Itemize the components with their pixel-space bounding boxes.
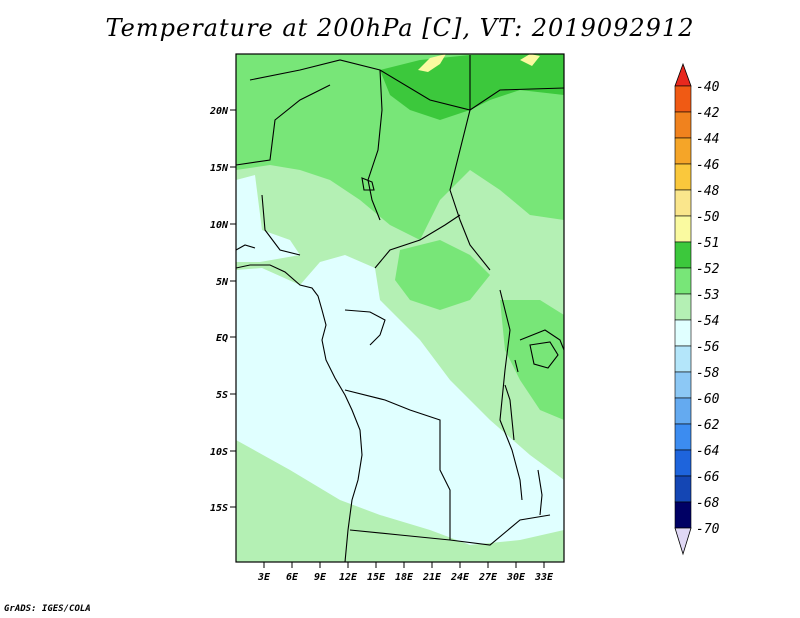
colorbar-label-11: -56 xyxy=(696,340,720,355)
colorbar-segment-3 xyxy=(674,137,692,165)
colorbar-top-arrow xyxy=(674,62,692,87)
colorbar-segment-10 xyxy=(674,319,692,347)
colorbar-segment-16 xyxy=(674,475,692,503)
colorbar-segment-13 xyxy=(674,397,692,425)
coastline-west xyxy=(236,264,363,562)
colorbar-label-1: -40 xyxy=(696,80,720,95)
colorbar-label-8: -52 xyxy=(696,262,720,277)
colorbar-bottom-arrow xyxy=(674,527,692,556)
lon-label-24e: 24E xyxy=(450,572,470,583)
colorbar-segment-9 xyxy=(674,293,692,321)
colorbar-segment-15 xyxy=(674,449,692,477)
lat-label-eq: EQ xyxy=(216,333,228,344)
colorbar-label-6: -50 xyxy=(696,210,720,225)
colorbar-label-18: -70 xyxy=(696,522,720,537)
colorbar-segment-17 xyxy=(674,501,692,529)
colorbar-label-7: -51 xyxy=(696,236,719,251)
lat-label-5n: 5N xyxy=(216,277,229,288)
lat-label-10n: 10N xyxy=(210,220,229,231)
border-north-2 xyxy=(449,55,491,271)
lake-victoria xyxy=(529,341,559,369)
field-ocean-cold-2 xyxy=(236,175,300,262)
border-north-1 xyxy=(367,69,383,221)
colorbar-label-12: -58 xyxy=(696,366,720,381)
border-east-1 xyxy=(499,289,523,501)
lat-label-15n: 15N xyxy=(210,163,229,174)
lat-label-5s: 5S xyxy=(216,390,228,401)
lake-tanganyika xyxy=(504,384,515,441)
map-frame xyxy=(235,53,565,563)
grads-credit: GrADS: IGES/COLA xyxy=(4,604,91,614)
temperature-field xyxy=(236,54,564,562)
colorbar-segment-11 xyxy=(674,345,692,373)
lat-label-15s: 15S xyxy=(210,503,228,514)
colorbar-segment-7 xyxy=(674,241,692,269)
lon-label-18e: 18E xyxy=(395,572,414,583)
field-warm-central xyxy=(395,240,490,310)
colorbar-label-9: -53 xyxy=(696,288,719,303)
lat-label-20n: 20N xyxy=(209,106,229,117)
lon-axis: 3E 6E 9E 12E 15E 18E 21E 24E 27E 30E 33E xyxy=(257,562,554,583)
map-title: Temperature at 200hPa [C], VT: 201909291… xyxy=(105,14,695,42)
border-central-2 xyxy=(344,309,386,346)
colorbar-segment-8 xyxy=(674,267,692,295)
lake-malawi xyxy=(537,469,543,516)
colorbar-segment-12 xyxy=(674,371,692,399)
colorbar-label-3: -44 xyxy=(696,132,719,147)
border-west-1 xyxy=(236,84,331,166)
lon-label-27e: 27E xyxy=(478,572,498,583)
lon-label-12e: 12E xyxy=(339,572,358,583)
border-west-2 xyxy=(261,194,301,256)
coast-gulf xyxy=(236,244,256,251)
field-warmest-spot-2 xyxy=(520,54,540,66)
border-sahara xyxy=(249,59,564,111)
lon-label-3e: 3E xyxy=(257,572,271,583)
border-central-3 xyxy=(344,389,451,540)
lat-axis: 20N 15N 10N 5N EQ 5S 10S 15S xyxy=(209,106,236,514)
colorbar-label-2: -42 xyxy=(696,106,720,121)
field-warmest-spot xyxy=(418,54,446,72)
colorbar-label-4: -46 xyxy=(696,158,720,173)
field-mid-south xyxy=(236,440,564,562)
colorbar-label-5: -48 xyxy=(696,184,720,199)
border-south xyxy=(349,514,551,546)
colorbar-label-17: -68 xyxy=(696,496,720,511)
lon-label-30e: 30E xyxy=(506,572,526,583)
lat-label-10s: 10S xyxy=(210,447,228,458)
border-central-1 xyxy=(374,214,461,269)
colorbar-label-16: -66 xyxy=(696,470,720,485)
lon-label-33e: 33E xyxy=(534,572,554,583)
lon-label-15e: 15E xyxy=(367,572,386,583)
lake-chad xyxy=(361,177,375,191)
colorbar-label-14: -62 xyxy=(696,418,720,433)
field-warm-east xyxy=(500,300,564,420)
colorbar-segment-14 xyxy=(674,423,692,451)
colorbar-segment-6 xyxy=(674,215,692,243)
colorbar-label-10: -54 xyxy=(696,314,719,329)
lon-label-9e: 9E xyxy=(314,572,327,583)
colorbar-label-13: -60 xyxy=(696,392,720,407)
colorbar-segment-2 xyxy=(674,111,692,139)
colorbar: -40 -42 -44 -46 -48 -50 -51 -52 -53 -54 … xyxy=(674,62,720,556)
borders xyxy=(236,55,564,562)
colorbar-segment-1 xyxy=(674,85,692,113)
border-east-2 xyxy=(519,329,564,351)
lon-label-21e: 21E xyxy=(422,572,442,583)
field-ocean-cold xyxy=(236,255,564,562)
lon-label-6e: 6E xyxy=(286,572,299,583)
colorbar-segment-5 xyxy=(674,189,692,217)
colorbar-label-15: -64 xyxy=(696,444,719,459)
colorbar-segment-4 xyxy=(674,163,692,191)
lake-kivu xyxy=(514,359,519,373)
